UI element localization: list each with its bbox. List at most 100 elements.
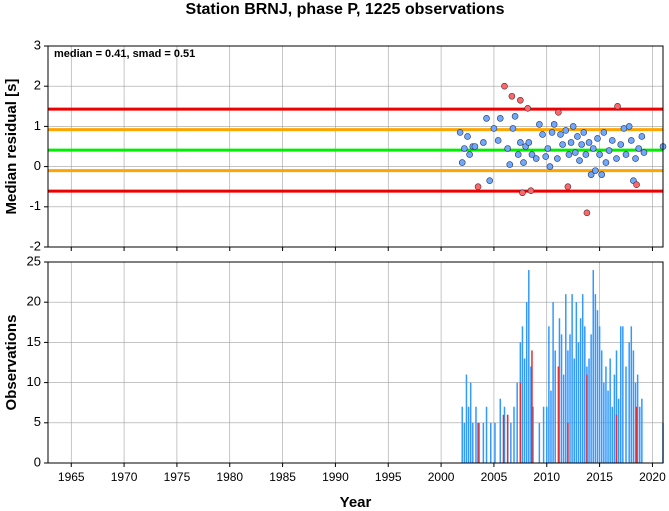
x-tick-label: 1980 bbox=[216, 470, 243, 484]
y-tick-label: 0 bbox=[34, 454, 41, 469]
y-tick-label: 5 bbox=[34, 414, 41, 429]
point bbox=[550, 121, 558, 128]
bar bbox=[510, 422, 512, 463]
point bbox=[456, 129, 464, 136]
bar bbox=[590, 334, 592, 463]
x-tick-label: 2020 bbox=[639, 470, 666, 484]
point bbox=[544, 145, 552, 152]
bar bbox=[502, 414, 505, 463]
x-tick-label: 1985 bbox=[269, 470, 296, 484]
bar bbox=[573, 358, 575, 463]
bar bbox=[528, 270, 530, 463]
point bbox=[474, 183, 482, 190]
point bbox=[494, 137, 502, 144]
point bbox=[627, 137, 635, 144]
plot-frame bbox=[47, 261, 664, 464]
point bbox=[583, 209, 591, 217]
bar bbox=[554, 350, 556, 463]
bar bbox=[567, 422, 569, 463]
point bbox=[585, 139, 593, 146]
y-tick-label: 1 bbox=[34, 118, 41, 133]
point bbox=[594, 135, 601, 142]
point bbox=[525, 139, 533, 146]
bar bbox=[641, 398, 643, 463]
bar bbox=[463, 422, 466, 463]
point bbox=[640, 149, 648, 156]
point bbox=[592, 167, 599, 174]
bar bbox=[530, 366, 532, 463]
bar bbox=[461, 406, 463, 463]
x-tick-label: 1995 bbox=[375, 470, 402, 484]
bar bbox=[499, 398, 502, 463]
point bbox=[461, 145, 468, 152]
point bbox=[559, 141, 566, 148]
bar bbox=[516, 382, 518, 463]
bar bbox=[490, 422, 492, 463]
bar bbox=[639, 406, 641, 463]
plot-area bbox=[48, 46, 663, 247]
x-tick-label: 2015 bbox=[586, 470, 613, 484]
bar bbox=[531, 350, 533, 463]
point bbox=[542, 153, 550, 160]
point bbox=[524, 105, 532, 112]
point bbox=[514, 151, 522, 158]
y-tick-label: 3 bbox=[34, 37, 41, 52]
bar bbox=[630, 326, 633, 463]
bar bbox=[571, 294, 573, 463]
bar bbox=[567, 350, 569, 463]
bar bbox=[600, 350, 603, 463]
bar bbox=[494, 422, 496, 463]
y-tick-label: 2 bbox=[34, 78, 41, 93]
bar bbox=[523, 358, 526, 463]
point bbox=[555, 109, 562, 116]
point bbox=[480, 139, 487, 146]
bar bbox=[594, 294, 597, 463]
point bbox=[578, 141, 585, 148]
point bbox=[632, 155, 639, 162]
bar bbox=[569, 334, 571, 463]
bar bbox=[622, 326, 624, 463]
bar bbox=[562, 374, 565, 463]
y-tick-label: 10 bbox=[27, 374, 41, 389]
x-axis-label: Year bbox=[340, 494, 372, 511]
y-tick-label: -2 bbox=[29, 238, 41, 253]
bar bbox=[472, 422, 474, 463]
bar bbox=[613, 374, 616, 463]
bar bbox=[586, 374, 588, 463]
annotation: median = 0.41, smad = 0.51 bbox=[54, 48, 195, 60]
bar bbox=[636, 374, 639, 463]
point bbox=[458, 159, 466, 166]
bar bbox=[532, 406, 534, 463]
bar bbox=[513, 406, 515, 463]
bar bbox=[469, 382, 472, 463]
point bbox=[509, 125, 517, 132]
point bbox=[557, 131, 564, 138]
point bbox=[504, 145, 511, 152]
point bbox=[508, 92, 516, 100]
plot-frame bbox=[47, 45, 664, 248]
point bbox=[466, 151, 473, 158]
point bbox=[546, 163, 554, 170]
x-tick-label: 2000 bbox=[428, 470, 455, 484]
point bbox=[622, 151, 630, 158]
point bbox=[617, 141, 625, 148]
point bbox=[582, 151, 590, 158]
point bbox=[496, 115, 504, 122]
y-axis-label: Median residual [s] bbox=[3, 79, 20, 215]
x-tick-label: 1990 bbox=[322, 470, 349, 484]
y-tick-label: -1 bbox=[29, 198, 41, 213]
x-tick-label: 1965 bbox=[58, 470, 85, 484]
point bbox=[483, 115, 490, 122]
bar bbox=[581, 294, 584, 463]
point bbox=[536, 121, 543, 128]
bar bbox=[632, 350, 635, 463]
point bbox=[614, 103, 621, 110]
bar bbox=[617, 398, 620, 463]
point bbox=[633, 181, 640, 188]
point bbox=[564, 183, 572, 190]
bar bbox=[565, 294, 567, 463]
bar bbox=[552, 302, 554, 463]
chart-title: Station BRNJ, phase P, 1225 observations bbox=[186, 1, 505, 18]
bar bbox=[465, 374, 468, 463]
point bbox=[517, 96, 524, 104]
